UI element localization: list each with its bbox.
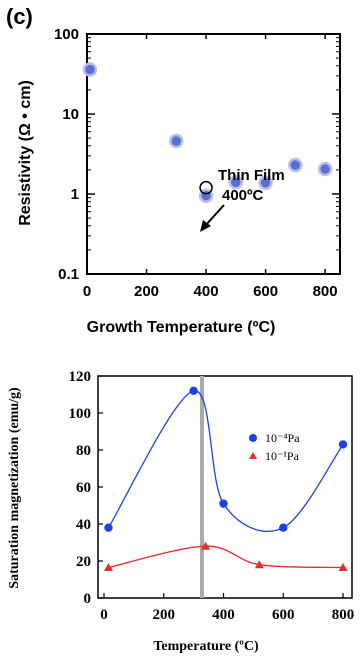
resistivity-point bbox=[258, 175, 273, 191]
series-point-1 bbox=[201, 541, 211, 550]
series-point-0 bbox=[189, 386, 198, 395]
x-tick-label: 200 bbox=[152, 607, 175, 623]
thin-film-point bbox=[199, 180, 213, 195]
series-line-0 bbox=[107, 390, 344, 532]
x-tick-label: 0 bbox=[100, 607, 108, 623]
x-tick-label: 800 bbox=[313, 283, 338, 300]
y-tick-label: 100 bbox=[54, 26, 79, 43]
y-tick-label: 10 bbox=[62, 106, 79, 123]
plot-frame bbox=[86, 33, 341, 275]
y-tick-label: 120 bbox=[69, 369, 92, 385]
x-tick-label: 200 bbox=[134, 283, 159, 300]
series-point-0 bbox=[338, 440, 348, 449]
resistivity-points bbox=[82, 62, 333, 204]
x-tick-label: 800 bbox=[332, 607, 355, 623]
y-tick-label: 20 bbox=[76, 554, 91, 570]
resistivity-axes: 0 200 400 600 800 0.1 1 10 100 bbox=[54, 26, 341, 300]
x-axis-title: Temperature (ºC) bbox=[153, 639, 259, 654]
y-tick-label: 60 bbox=[76, 480, 91, 496]
legend-label-1e-1pa: 10⁻¹Pa bbox=[265, 449, 300, 463]
magnetization-axes: 0 200 400 600 800 0 20 40 60 80 100 120 bbox=[69, 369, 355, 623]
annotation-arrow-head bbox=[200, 220, 211, 232]
x-tick-label: 0 bbox=[83, 283, 91, 300]
panel-label: (c) bbox=[6, 4, 33, 29]
y-tick-label: 0.1 bbox=[58, 266, 79, 283]
thin-film-annotation-line2: 400ºC bbox=[222, 187, 264, 204]
x-tick-label: 400 bbox=[194, 283, 219, 300]
resistivity-point bbox=[82, 62, 98, 77]
y-tick-label: 80 bbox=[76, 443, 91, 459]
legend: 10⁻⁴Pa 10⁻¹Pa bbox=[249, 431, 300, 463]
legend-label-1e-4pa: 10⁻⁴Pa bbox=[265, 431, 300, 445]
series-point-0 bbox=[104, 523, 113, 532]
x-axis-title: Growth Temperature (ºC) bbox=[87, 319, 276, 336]
series-point-1 bbox=[254, 560, 264, 569]
x-tick-label: 400 bbox=[212, 607, 235, 623]
legend-marker-1e-4pa bbox=[249, 434, 257, 442]
resistivity-point bbox=[169, 133, 184, 149]
magnetization-series bbox=[103, 386, 348, 571]
series-point-0 bbox=[279, 523, 288, 532]
resistivity-chart: (c) 0 200 400 600 800 0.1 1 10 100 Thin Film 400… bbox=[6, 4, 341, 336]
resistivity-point bbox=[228, 175, 244, 190]
plot-frame bbox=[97, 375, 353, 599]
x-tick-label: 600 bbox=[272, 607, 295, 623]
series-point-1 bbox=[338, 562, 348, 571]
annotation-arrow-shaft bbox=[204, 204, 225, 227]
series-line-1 bbox=[108, 545, 344, 569]
vertical-marker-band bbox=[200, 376, 204, 598]
resistivity-point bbox=[288, 157, 303, 173]
magnetization-chart: 0 200 400 600 800 0 20 40 60 80 100 120 10⁻⁴Pa 10⁻¹… bbox=[7, 369, 355, 654]
legend-marker-1e-1pa bbox=[249, 452, 257, 459]
y-axis-title: Saturation magnetization (emu/g) bbox=[7, 387, 22, 589]
y-tick-label: 1 bbox=[71, 186, 79, 203]
y-axis-title: Resistivity (Ω • cm) bbox=[17, 80, 34, 226]
y-tick-label: 40 bbox=[76, 517, 91, 533]
series-point-0 bbox=[219, 499, 228, 508]
series-point-1 bbox=[103, 562, 113, 571]
y-tick-label: 100 bbox=[69, 406, 92, 422]
x-tick-label: 600 bbox=[253, 283, 278, 300]
thin-film-annotation-line1: Thin Film bbox=[218, 167, 285, 184]
resistivity-point bbox=[317, 161, 333, 177]
y-tick-label: 0 bbox=[84, 591, 92, 607]
